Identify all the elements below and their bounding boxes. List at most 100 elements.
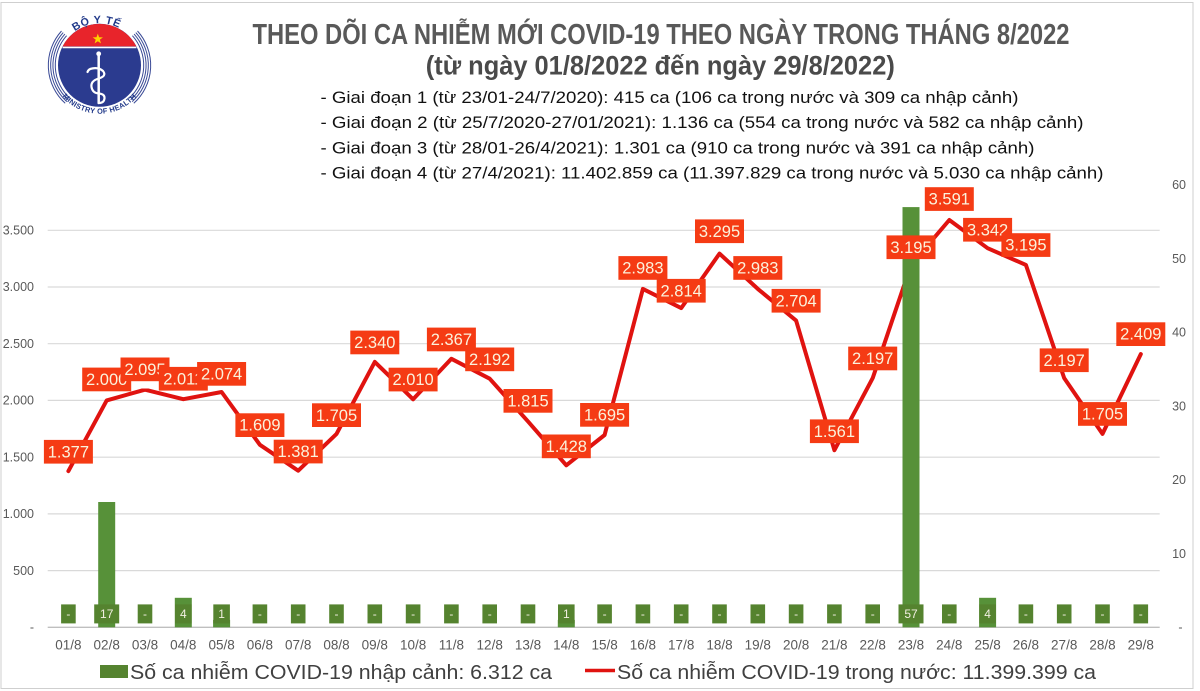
- svg-text:-: -: [718, 607, 722, 621]
- svg-text:02/8: 02/8: [94, 638, 120, 653]
- svg-text:18/8: 18/8: [706, 638, 732, 653]
- svg-text:-: -: [1101, 607, 1105, 621]
- svg-text:2.500: 2.500: [3, 337, 34, 351]
- svg-text:10: 10: [1172, 547, 1186, 561]
- svg-text:1.815: 1.815: [507, 393, 548, 411]
- svg-text:1: 1: [218, 607, 225, 621]
- svg-text:24/8: 24/8: [936, 638, 962, 653]
- svg-text:-: -: [335, 607, 339, 621]
- svg-text:1.705: 1.705: [316, 407, 357, 425]
- svg-text:2.000: 2.000: [3, 394, 34, 408]
- svg-text:-: -: [143, 607, 147, 621]
- svg-text:03/8: 03/8: [132, 638, 158, 653]
- svg-text:25/8: 25/8: [974, 638, 1000, 653]
- svg-text:1: 1: [563, 607, 570, 621]
- svg-text:20: 20: [1172, 473, 1186, 487]
- svg-text:-: -: [794, 607, 798, 621]
- svg-text:28/8: 28/8: [1089, 638, 1115, 653]
- svg-text:- Giai đoạn 4 (từ 27/4/2021):: - Giai đoạn 4 (từ 27/4/2021): 11.402.859…: [321, 164, 1104, 183]
- svg-text:40: 40: [1172, 326, 1186, 340]
- svg-text:57: 57: [904, 607, 918, 621]
- svg-text:3.195: 3.195: [1005, 237, 1046, 255]
- svg-text:27/8: 27/8: [1051, 638, 1077, 653]
- svg-text:1.381: 1.381: [278, 443, 319, 461]
- svg-text:-: -: [1062, 607, 1066, 621]
- svg-text:- Giai đoạn 1 (từ 23/01-24/7/2: - Giai đoạn 1 (từ 23/01-24/7/2020): 415 …: [321, 88, 1019, 107]
- svg-text:-: -: [296, 607, 300, 621]
- svg-text:15/8: 15/8: [591, 638, 617, 653]
- svg-text:3.000: 3.000: [3, 280, 34, 294]
- svg-text:-: -: [603, 607, 607, 621]
- svg-text:2.010: 2.010: [392, 371, 433, 389]
- svg-text:1.500: 1.500: [3, 450, 34, 464]
- svg-text:21/8: 21/8: [821, 638, 847, 653]
- svg-text:3.591: 3.591: [929, 191, 970, 209]
- svg-text:1.428: 1.428: [546, 438, 587, 456]
- svg-text:Số ca nhiễm COVID-19 trong nướ: Số ca nhiễm COVID-19 trong nước: 11.399.…: [617, 661, 1097, 684]
- svg-text:2.983: 2.983: [737, 260, 778, 278]
- svg-text:07/8: 07/8: [285, 638, 311, 653]
- svg-text:06/8: 06/8: [247, 638, 273, 653]
- svg-text:-: -: [756, 607, 760, 621]
- svg-text:-: -: [679, 607, 683, 621]
- svg-text:3.500: 3.500: [3, 224, 34, 238]
- svg-text:2.704: 2.704: [775, 292, 816, 310]
- svg-text:-: -: [641, 607, 645, 621]
- svg-text:-: -: [488, 607, 492, 621]
- svg-text:1.695: 1.695: [584, 407, 625, 425]
- svg-text:-: -: [1024, 607, 1028, 621]
- svg-text:26/8: 26/8: [1013, 638, 1039, 653]
- svg-text:10/8: 10/8: [400, 638, 426, 653]
- svg-text:09/8: 09/8: [362, 638, 388, 653]
- svg-text:1.561: 1.561: [814, 423, 855, 441]
- svg-text:Số ca nhiễm COVID-19 nhập cảnh: Số ca nhiễm COVID-19 nhập cảnh: 6.312 ca: [130, 661, 553, 684]
- svg-text:3.195: 3.195: [890, 239, 931, 257]
- svg-text:-: -: [947, 607, 951, 621]
- svg-text:04/8: 04/8: [170, 638, 196, 653]
- svg-text:2.814: 2.814: [661, 282, 702, 300]
- svg-text:THEO DÕI CA NHIỄM MỚI COVID-19: THEO DÕI CA NHIỄM MỚI COVID-19 THEO NGÀY…: [253, 19, 1070, 51]
- svg-text:-: -: [1139, 607, 1143, 621]
- svg-text:29/8: 29/8: [1128, 638, 1154, 653]
- svg-text:-: -: [30, 621, 34, 635]
- svg-text:16/8: 16/8: [630, 638, 656, 653]
- svg-text:05/8: 05/8: [208, 638, 234, 653]
- svg-text:50: 50: [1172, 252, 1186, 266]
- svg-text:- Giai đoạn 2 (từ 25/7/2020-27: - Giai đoạn 2 (từ 25/7/2020-27/01/2021):…: [321, 113, 1084, 132]
- svg-text:19/8: 19/8: [745, 638, 771, 653]
- svg-text:1.377: 1.377: [48, 443, 89, 461]
- svg-text:-: -: [1178, 621, 1182, 635]
- svg-text:23/8: 23/8: [898, 638, 924, 653]
- svg-text:2.197: 2.197: [852, 350, 893, 368]
- svg-text:60: 60: [1172, 178, 1186, 192]
- svg-text:-: -: [526, 607, 530, 621]
- svg-text:2.983: 2.983: [622, 260, 663, 278]
- svg-text:1.609: 1.609: [239, 417, 280, 435]
- svg-text:2.074: 2.074: [201, 366, 242, 384]
- svg-text:22/8: 22/8: [860, 638, 886, 653]
- svg-text:17: 17: [100, 607, 114, 621]
- svg-text:14/8: 14/8: [553, 638, 579, 653]
- svg-text:2.011: 2.011: [163, 370, 203, 388]
- svg-text:11/8: 11/8: [439, 638, 464, 653]
- svg-text:01/8: 01/8: [55, 638, 81, 653]
- svg-text:-: -: [449, 607, 453, 621]
- svg-text:2.192: 2.192: [469, 351, 510, 369]
- svg-text:500: 500: [13, 564, 34, 578]
- svg-text:- Giai đoạn 3 (từ 28/01-26/4/2: - Giai đoạn 3 (từ 28/01-26/4/2021): 1.30…: [321, 138, 1035, 157]
- svg-text:2.095: 2.095: [124, 361, 165, 379]
- svg-text:12/8: 12/8: [477, 638, 503, 653]
- svg-text:2.409: 2.409: [1120, 326, 1161, 344]
- svg-text:08/8: 08/8: [323, 638, 349, 653]
- svg-text:4: 4: [180, 607, 187, 621]
- svg-text:-: -: [411, 607, 415, 621]
- svg-text:2.000: 2.000: [86, 371, 127, 389]
- svg-text:30: 30: [1172, 399, 1186, 413]
- svg-text:17/8: 17/8: [668, 638, 694, 653]
- svg-text:2.367: 2.367: [431, 331, 472, 349]
- svg-text:1.000: 1.000: [3, 507, 34, 521]
- svg-text:20/8: 20/8: [783, 638, 809, 653]
- svg-text:(từ ngày 01/8/2022 đến ngày 29: (từ ngày 01/8/2022 đến ngày 29/8/2022): [426, 51, 895, 81]
- svg-text:3.342: 3.342: [967, 221, 1008, 239]
- svg-text:4: 4: [984, 607, 991, 621]
